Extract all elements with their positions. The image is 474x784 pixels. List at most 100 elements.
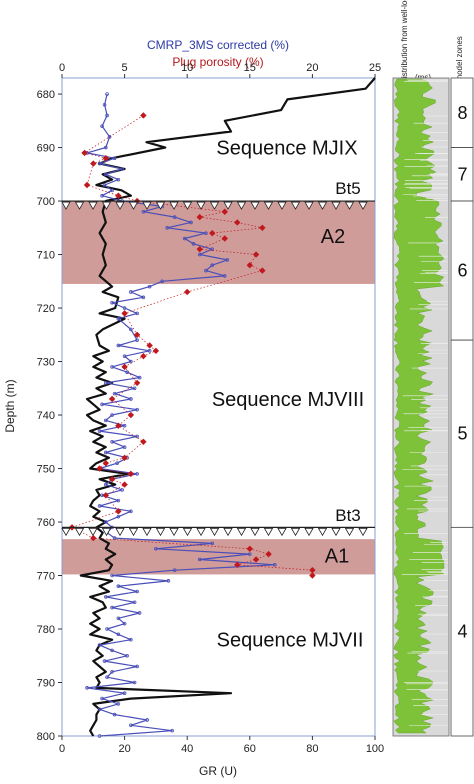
cmrp-point — [97, 429, 102, 433]
surface-label: Bt5 — [335, 179, 361, 198]
surface-marker — [250, 527, 260, 537]
plug-porosity-point — [127, 470, 135, 478]
cmrp-point — [97, 504, 102, 508]
surface-marker — [331, 527, 341, 537]
gr-tick-label: 100 — [366, 743, 384, 755]
porosity-tick-label: 15 — [244, 62, 256, 74]
cmrp-point — [116, 514, 121, 519]
depth-tick-label: 730 — [37, 357, 55, 369]
cmrp-point — [160, 279, 164, 284]
surface-marker — [74, 201, 85, 210]
cmrp-point — [105, 113, 109, 118]
cmrp-point — [137, 375, 142, 380]
cmrp-point — [135, 311, 139, 316]
cmrp-point — [129, 359, 133, 364]
stratigraphic-surfaces — [61, 200, 375, 537]
surface-marker — [223, 201, 233, 210]
surface-marker — [61, 527, 71, 537]
cmrp-point — [189, 220, 193, 225]
t2-panel-title: T2 distribution from well-log — [400, 0, 409, 94]
plug-porosity-point — [265, 550, 272, 558]
plug-porosity-point — [102, 459, 110, 467]
gr-tick-label: 40 — [181, 743, 193, 755]
model-zone-4 — [450, 526, 474, 737]
depth-tick-label: 680 — [37, 89, 55, 101]
cmrp-point — [100, 193, 104, 198]
cmrp-point — [104, 450, 108, 455]
surface-marker — [263, 527, 274, 537]
plug-porosity-point — [133, 379, 141, 387]
cmrp-point — [122, 691, 127, 696]
cmrp-point — [273, 563, 277, 567]
depth-tick-label: 800 — [37, 731, 55, 743]
cmrp-point — [116, 498, 121, 503]
porosity-tick-label: 5 — [122, 62, 128, 74]
cmrp-point — [116, 316, 121, 321]
model-zone-label: 7 — [457, 164, 467, 184]
gr-tick-label: 80 — [306, 743, 318, 755]
plug-porosity-point — [121, 310, 128, 317]
surface-marker — [277, 201, 287, 210]
plug-porosity-point — [102, 492, 110, 499]
cmrp-point — [145, 718, 149, 722]
cmrp-point — [120, 167, 124, 171]
surface-marker — [128, 201, 139, 210]
cmrp-point — [97, 161, 102, 166]
plug-porosity-point — [252, 556, 260, 563]
plug-porosity-point — [196, 245, 203, 253]
plug-porosity-point — [140, 438, 147, 445]
plug-porosity-point — [152, 347, 160, 355]
cmrp-point — [104, 145, 108, 150]
cmrp-point — [137, 611, 142, 615]
depth-tick-label: 740 — [37, 410, 55, 422]
porosity-tick-label: 10 — [181, 62, 193, 74]
surface-marker — [317, 527, 328, 537]
depth-tick-label: 790 — [37, 678, 55, 690]
surface-marker — [209, 201, 220, 210]
plot-border — [61, 77, 376, 737]
plug-porosity-point — [108, 395, 116, 403]
cmrp-point — [135, 338, 139, 342]
band-label: A2 — [321, 226, 345, 248]
cmrp-curve — [86, 93, 276, 737]
cmrp-point — [141, 295, 146, 300]
cmrp-point — [204, 268, 208, 273]
surface-marker — [115, 201, 125, 210]
cmrp-point — [197, 557, 202, 562]
plug-axis-label: Plug porosity (%) — [172, 55, 263, 69]
plug-porosity-link — [71, 115, 313, 576]
cmrp-point — [116, 343, 121, 348]
surface-marker — [236, 527, 247, 537]
surface-marker — [182, 527, 193, 537]
cmrp-point — [115, 461, 119, 465]
cmrp-point — [122, 621, 127, 626]
cmrp-point — [122, 423, 127, 428]
plug-porosity-point — [90, 534, 97, 542]
cmrp-point — [102, 183, 107, 187]
surface-marker — [344, 201, 355, 210]
surface-marker — [74, 527, 85, 537]
cmrp-point — [120, 488, 124, 492]
plug-porosity-point — [108, 476, 116, 483]
cmrp-point — [110, 188, 114, 193]
cmrp-point — [105, 675, 109, 679]
plug-porosity-point — [133, 331, 141, 338]
sequence-label: Sequence MJVIII — [212, 389, 364, 411]
surface-marker — [304, 201, 314, 210]
cmrp-point — [132, 680, 137, 685]
cmrp-point — [102, 102, 107, 107]
cmrp-point — [172, 215, 177, 219]
cmrp-point — [104, 381, 108, 385]
surface-marker — [290, 527, 301, 537]
surface-marker — [101, 527, 112, 537]
plug-porosity-point — [102, 155, 110, 162]
sequence-label: Sequence MJVII — [217, 630, 364, 652]
depth-tick-label: 710 — [37, 250, 55, 262]
cmrp-point — [210, 541, 215, 546]
depth-tick-label: 690 — [37, 143, 55, 155]
depth-tick-label: 700 — [37, 196, 55, 208]
cmrp-point — [100, 696, 104, 701]
porosity-tick-label: 25 — [369, 62, 381, 74]
surface-marker — [344, 527, 355, 537]
plug-porosity-point — [81, 149, 88, 157]
